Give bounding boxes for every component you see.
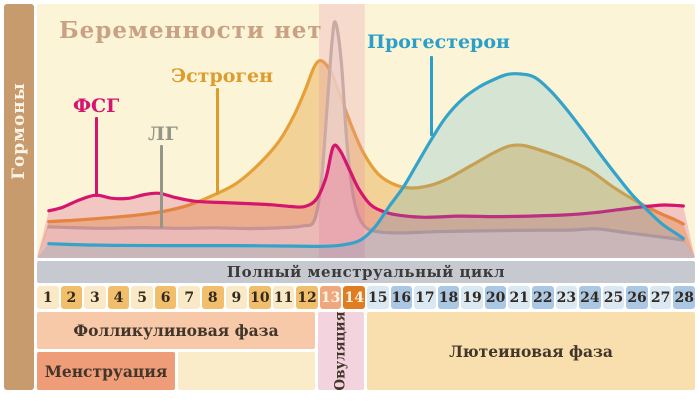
day-cell-27: 27 bbox=[649, 286, 672, 309]
day-cell-12: 12 bbox=[296, 286, 318, 309]
day-cell-20: 20 bbox=[484, 286, 507, 309]
day-cell-15: 15 bbox=[366, 286, 389, 309]
phase-follicular: Фолликулиновая фаза bbox=[37, 312, 315, 349]
day-cell-28: 28 bbox=[673, 286, 695, 309]
phase-menstruation: Менструация bbox=[37, 352, 175, 390]
phase-menstruation-label: Менструация bbox=[44, 361, 168, 381]
day-cell-1: 1 bbox=[37, 286, 59, 309]
day-cell-22: 22 bbox=[531, 286, 554, 309]
estrogen-leader-line bbox=[216, 88, 219, 195]
phase-luteal-label: Лютеиновая фаза bbox=[449, 341, 613, 361]
y-axis-bar: Гормоны bbox=[4, 4, 34, 390]
y-axis-label: Гормоны bbox=[9, 82, 29, 180]
day-cell-13: 13 bbox=[319, 286, 342, 309]
day-cell-10: 10 bbox=[249, 286, 271, 309]
day-cell-2: 2 bbox=[60, 286, 83, 309]
day-cell-3: 3 bbox=[84, 286, 106, 309]
phase-follicular-label: Фолликулиновая фаза bbox=[73, 321, 279, 340]
day-cell-6: 6 bbox=[154, 286, 177, 309]
day-cell-23: 23 bbox=[555, 286, 578, 309]
phase-ovulation-label: Овуляция bbox=[333, 311, 350, 391]
lh-label: ЛГ bbox=[148, 123, 178, 145]
progesterone-leader-line bbox=[430, 56, 433, 136]
estrogen-label: Эстроген bbox=[171, 65, 274, 87]
day-cell-4: 4 bbox=[107, 286, 130, 309]
day-cell-14: 14 bbox=[343, 286, 365, 309]
hormone-curves-svg bbox=[37, 4, 695, 258]
series-line-estrogen bbox=[47, 59, 685, 226]
main-panel: Беременности нет ФСГ ЛГ Эстроген Прогест… bbox=[37, 4, 695, 391]
hormone-chart: Беременности нет ФСГ ЛГ Эстроген Прогест… bbox=[37, 4, 695, 258]
day-cell-8: 8 bbox=[201, 286, 224, 309]
series-line-progesterone bbox=[47, 72, 685, 249]
day-cell-9: 9 bbox=[225, 286, 248, 309]
day-cell-16: 16 bbox=[390, 286, 413, 309]
phase-ovulation: Овуляция bbox=[318, 311, 364, 391]
day-cell-17: 17 bbox=[414, 286, 436, 309]
day-strip: 1 2 3 4 5 6 7 8 9 10 11 12 13 14 15 16 17 18 19 20 21 22 23 24 2… bbox=[37, 286, 695, 309]
phase-luteal: Лютеиновая фаза bbox=[367, 312, 695, 390]
day-cell-19: 19 bbox=[461, 286, 483, 309]
day-cell-7: 7 bbox=[178, 286, 200, 309]
full-cycle-label: Полный менструальный цикл bbox=[226, 263, 506, 281]
day-cell-25: 25 bbox=[602, 286, 625, 309]
day-cell-5: 5 bbox=[131, 286, 153, 309]
full-cycle-bar: Полный менструальный цикл bbox=[37, 261, 695, 283]
day-cell-21: 21 bbox=[508, 286, 530, 309]
day-cell-26: 26 bbox=[626, 286, 648, 309]
chart-title: Беременности нет bbox=[59, 17, 323, 44]
lh-leader-line bbox=[160, 145, 163, 228]
day-cell-11: 11 bbox=[272, 286, 295, 309]
day-cell-24: 24 bbox=[579, 286, 601, 309]
phase-menstruation-spacer bbox=[178, 352, 315, 390]
series-line-lh bbox=[47, 20, 685, 242]
series-fill-progesterone bbox=[37, 73, 695, 258]
day-cell-18: 18 bbox=[437, 286, 460, 309]
fsh-label: ФСГ bbox=[73, 95, 120, 117]
series-line-fsh bbox=[47, 143, 685, 219]
progesterone-label: Прогестерон bbox=[367, 31, 510, 53]
ovulation-band bbox=[319, 4, 365, 258]
fsh-leader-line bbox=[95, 117, 98, 197]
